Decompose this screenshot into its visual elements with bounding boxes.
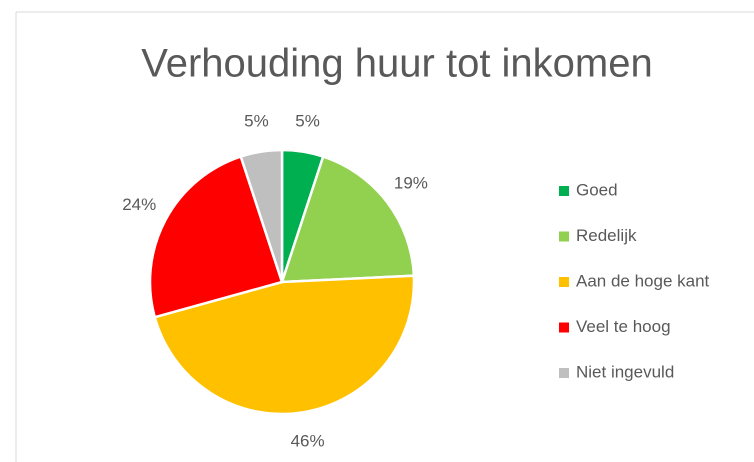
chart-title: Verhouding huur tot inkomen [141,42,652,86]
legend-swatch [559,322,569,333]
data-label: 5% [295,112,320,131]
legend-label: Redelijk [576,226,637,245]
pie-slice [153,274,416,416]
pie-slice [239,148,284,283]
legend-swatch [559,277,569,287]
legend-label: Goed [576,180,618,199]
legend-swatch [559,368,569,378]
pie-slice [280,155,416,284]
legend-swatch [559,186,569,196]
pie-slice [148,155,284,319]
legend-label: Aan de hoge kant [576,271,710,290]
legend-label: Niet ingevuld [576,362,674,381]
data-label: 46% [291,431,325,450]
legend-label: Veel te hoog [576,317,671,336]
legend-swatch [559,231,569,242]
data-label: 5% [244,112,269,131]
data-label: 19% [394,173,428,192]
data-label: 24% [122,195,156,214]
